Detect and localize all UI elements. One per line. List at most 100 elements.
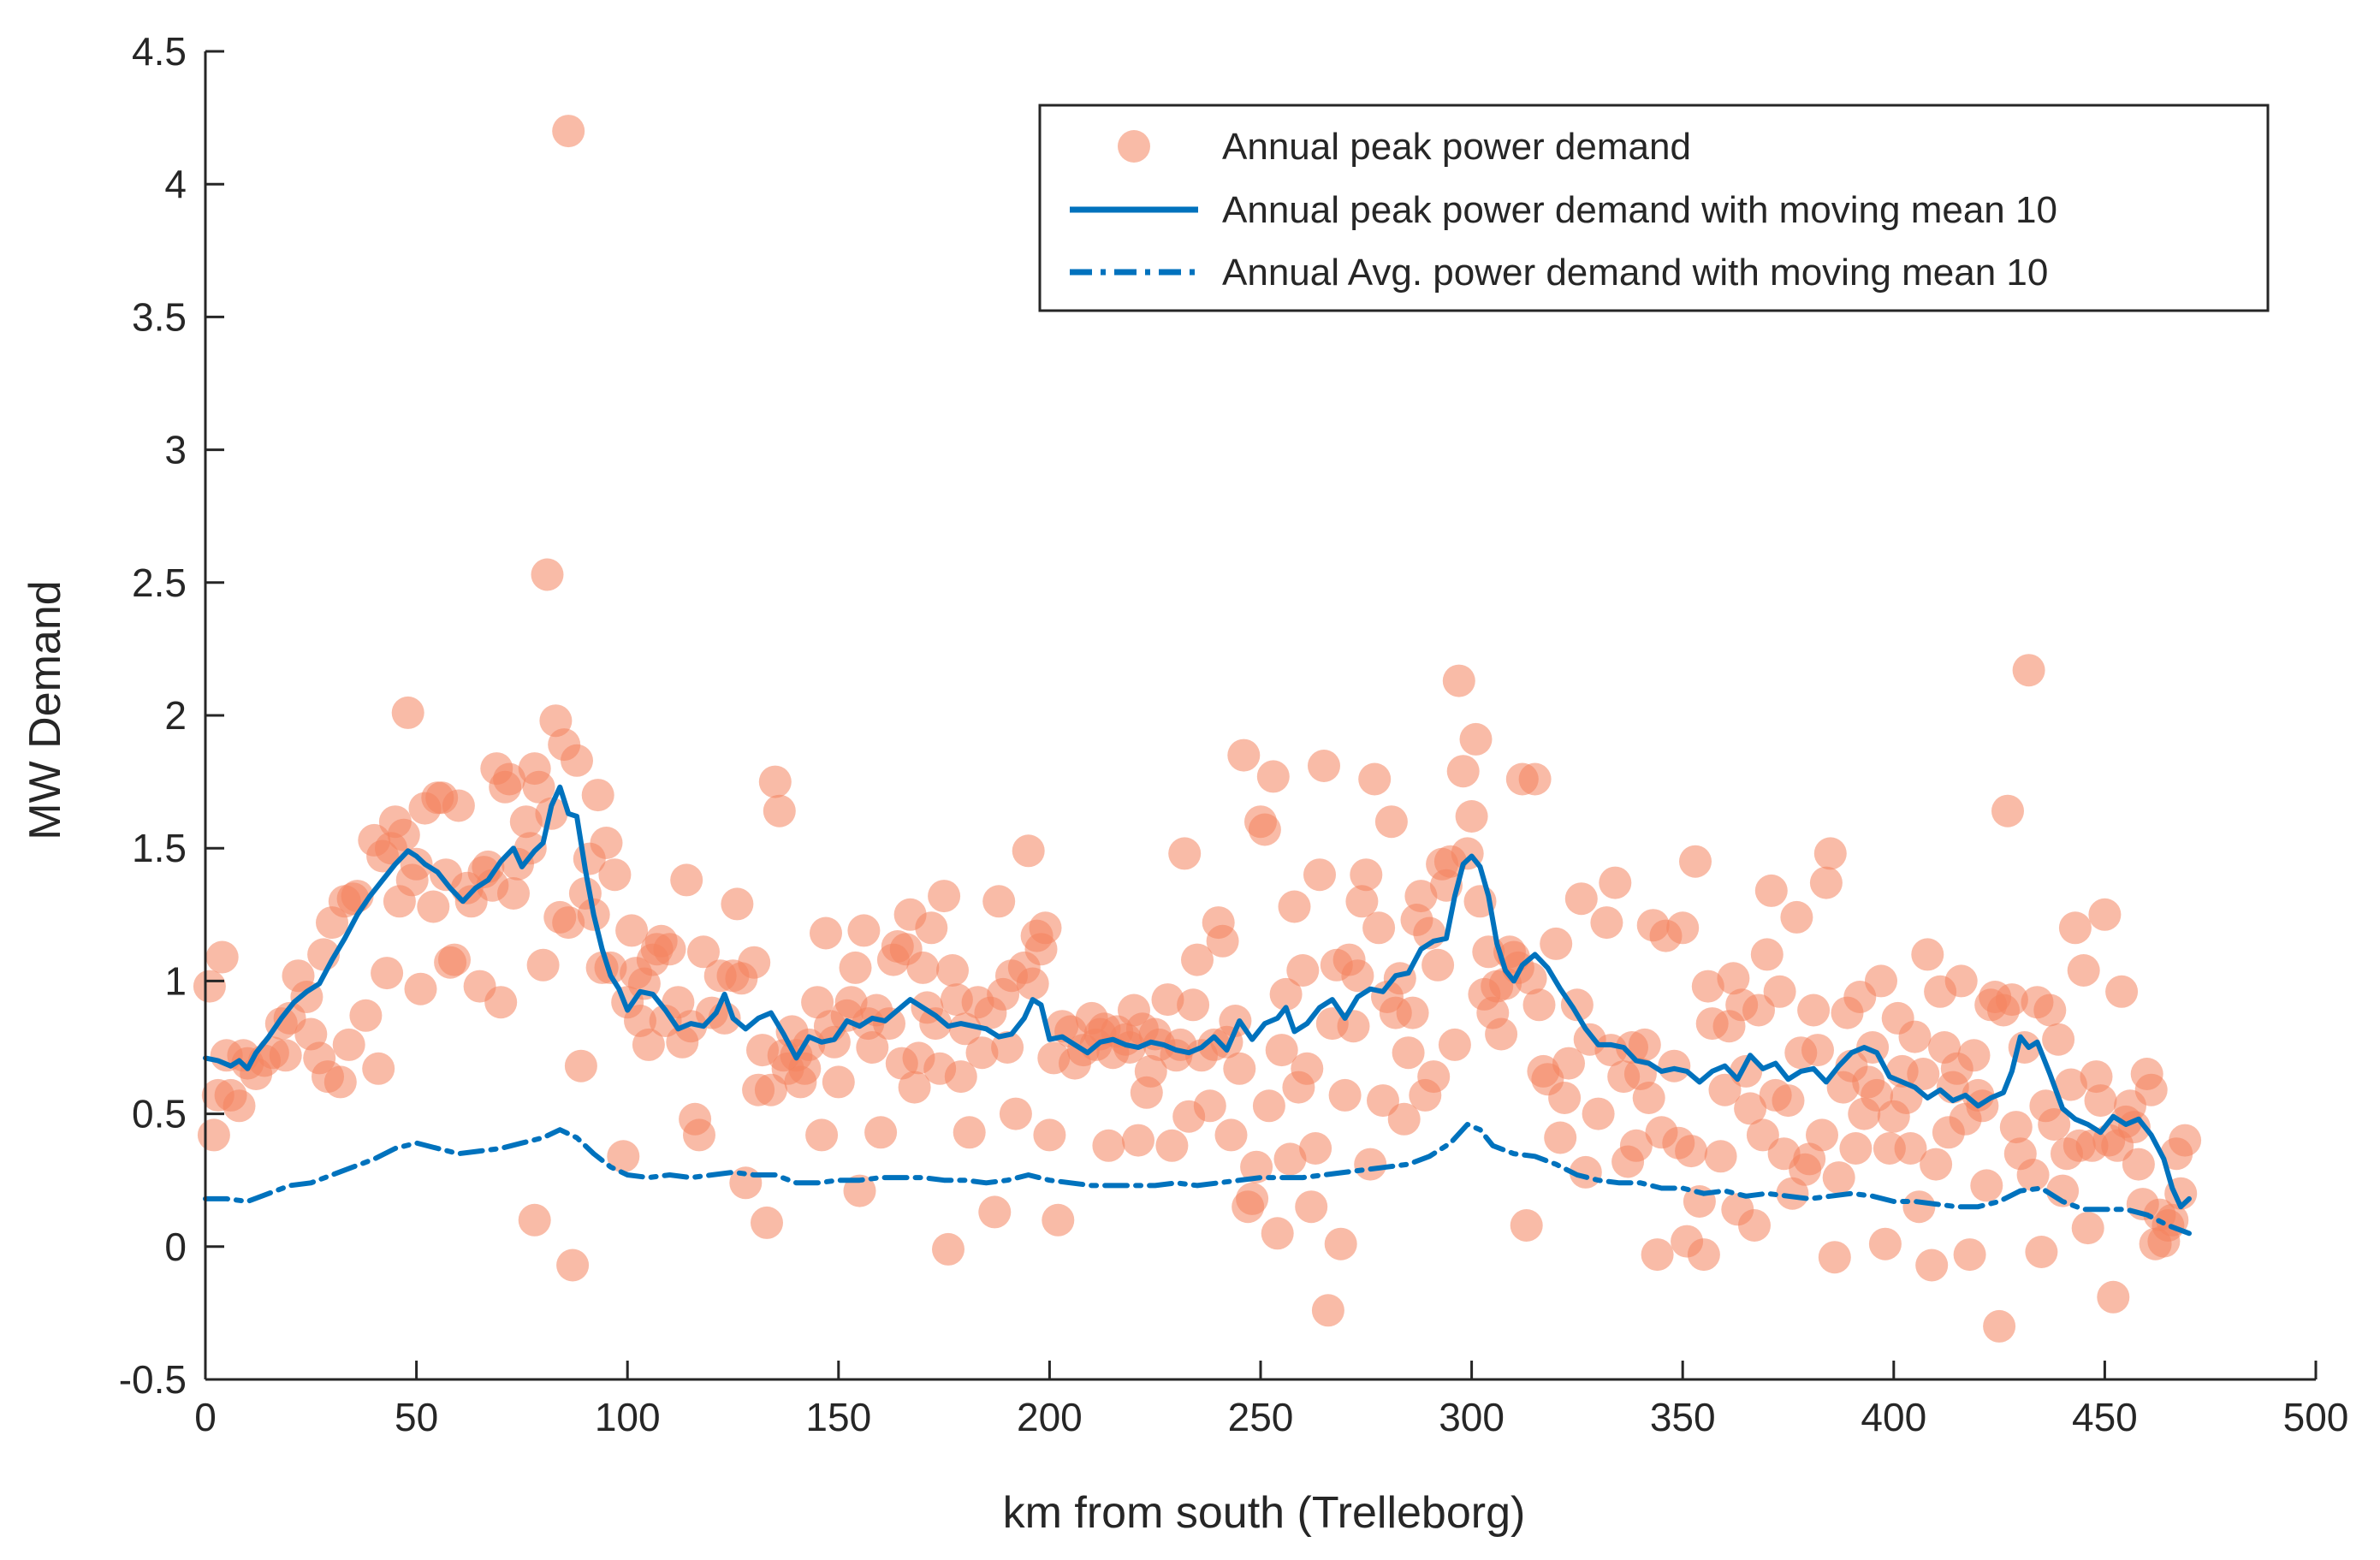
scatter-point <box>387 818 420 851</box>
legend-box <box>1038 104 2270 312</box>
scatter-point <box>1404 880 1438 913</box>
scatter-point <box>1193 1089 1226 1123</box>
scatter-point <box>1223 1052 1256 1085</box>
scatter-point <box>839 951 872 984</box>
scatter-point <box>1666 911 1700 945</box>
scatter-point <box>518 1203 551 1237</box>
scatter-point <box>1485 1017 1518 1051</box>
avg-moving-mean-line <box>203 1122 2192 1237</box>
scatter-point <box>1510 1209 1543 1242</box>
scatter-point <box>1839 1132 1873 1165</box>
scatter-point <box>670 863 703 897</box>
scatter-point <box>1134 1054 1167 1088</box>
scatter-point <box>615 914 649 947</box>
scatter-point <box>1780 900 1813 934</box>
scatter-point <box>1540 927 1573 960</box>
scatter-point <box>2016 1159 2050 1191</box>
scatter-point <box>1341 959 1374 993</box>
y-tick-label: 3 <box>164 428 187 472</box>
scatter-point <box>1240 1150 1273 1183</box>
scatter-point <box>817 1025 851 1059</box>
scatter-point <box>509 805 543 839</box>
scatter-point <box>1742 994 1775 1027</box>
scatter-point <box>2033 994 2067 1027</box>
scatter-point <box>687 935 720 969</box>
scatter-point <box>1641 1238 1674 1272</box>
scatter-point <box>1354 1148 1387 1181</box>
scatter-point <box>953 1116 986 1149</box>
scatter-point <box>1911 938 1944 971</box>
line-series <box>203 784 2192 1237</box>
scatter-point <box>1256 760 1290 793</box>
scatter-point <box>928 880 961 913</box>
scatter-point <box>2067 954 2100 987</box>
x-tick-label: 350 <box>1650 1395 1716 1439</box>
scatter-point <box>1708 1073 1742 1106</box>
y-tick-label: 0.5 <box>132 1092 187 1136</box>
scatter-point <box>526 948 560 982</box>
scatter-point <box>1042 1203 1075 1237</box>
scatter-point <box>391 696 424 729</box>
scatter-point <box>1806 1118 1838 1152</box>
scatter-point <box>1181 943 1214 976</box>
scatter-point <box>1392 1036 1425 1070</box>
legend-label-dashed: Annual Avg. power demand with moving mea… <box>1222 252 2048 294</box>
scatter-point <box>1248 813 1281 846</box>
scatter-point <box>197 1118 230 1152</box>
x-tick-label: 100 <box>595 1395 661 1439</box>
legend-swatch-scatter <box>1118 130 1150 163</box>
peak-moving-mean-line <box>203 784 2192 1210</box>
x-tick-label: 500 <box>2283 1395 2349 1439</box>
y-tick-label: 2.5 <box>132 561 187 605</box>
scatter-point <box>269 1039 302 1072</box>
scatter-point <box>1813 837 1847 870</box>
scatter-point <box>847 914 881 947</box>
y-tick-label: 1.5 <box>132 826 187 870</box>
scatter-point <box>919 1007 953 1041</box>
scatter-point <box>1265 1034 1298 1067</box>
scatter-point <box>1902 1190 1936 1224</box>
scatter-point <box>484 986 518 1019</box>
scatter-point <box>1894 1132 1927 1165</box>
scatter-point <box>1417 1060 1451 1094</box>
scatter-point <box>936 954 969 987</box>
scatter-point <box>1291 1052 1324 1085</box>
scatter-point <box>371 957 404 990</box>
scatter-point <box>2054 1068 2087 1101</box>
scatter-point <box>513 832 547 865</box>
scatter-point <box>1446 755 1480 788</box>
scatter-point <box>1983 1309 2016 1343</box>
scatter-point <box>944 1060 977 1094</box>
scatter-point <box>349 999 383 1032</box>
scatter-point <box>873 1007 905 1041</box>
scatter-point <box>522 770 555 804</box>
scatter-point <box>805 1118 839 1152</box>
scatter-point <box>442 789 475 822</box>
scatter-point <box>948 1012 982 1046</box>
scatter-point <box>1236 1182 1269 1215</box>
scatter-point <box>1311 1294 1344 1327</box>
scatter-point <box>2088 898 2122 931</box>
scatter-point <box>999 1097 1032 1130</box>
scatter-point <box>2038 1108 2071 1141</box>
scatter-point <box>1734 1092 1767 1125</box>
scatter-point <box>1907 1058 1940 1090</box>
scatter-point <box>721 887 754 921</box>
scatter-point <box>2134 1073 2168 1106</box>
scatter-point <box>1619 1129 1653 1162</box>
scatter-point <box>1033 1118 1066 1152</box>
scatter-point <box>1995 983 2028 1017</box>
scatter-point <box>822 1065 855 1099</box>
scatter-point <box>1898 1020 1932 1053</box>
scatter-point <box>1303 858 1336 892</box>
scatter-point <box>653 933 686 966</box>
scatter-point <box>1177 988 1210 1022</box>
scatter-point <box>1544 1121 1577 1154</box>
scatter-point <box>1522 988 1556 1022</box>
scatter-point <box>1632 1082 1665 1114</box>
scatter-point <box>1868 1227 1902 1260</box>
scatter-point <box>965 1036 999 1070</box>
x-tick-label: 50 <box>395 1395 438 1439</box>
scatter-point <box>1750 938 1784 971</box>
scatter-point <box>598 858 632 892</box>
